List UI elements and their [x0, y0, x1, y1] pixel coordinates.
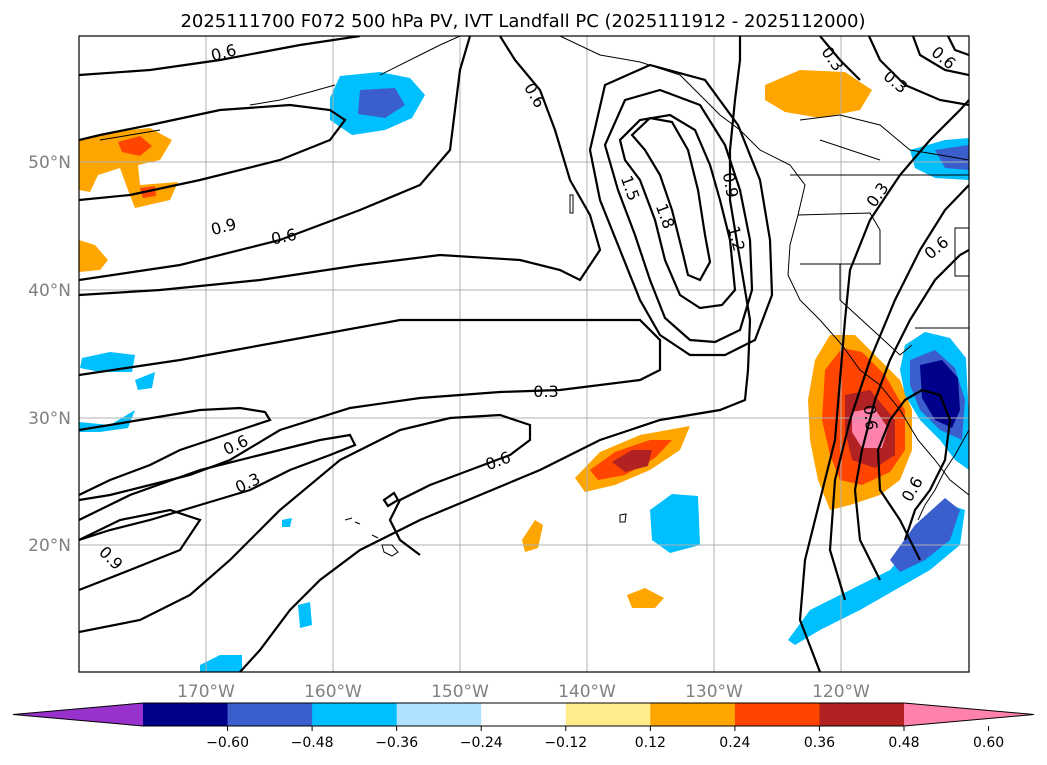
- shading-negative-strong: [890, 498, 960, 572]
- lon-label: 160°W: [304, 682, 362, 702]
- colorbar-extend-max: [904, 703, 1034, 726]
- shading-positive-max: [612, 450, 652, 472]
- lon-label: 170°W: [177, 682, 235, 702]
- colorbar-tick-label: 0.60: [973, 735, 1004, 751]
- contour-label: 0.9: [719, 171, 742, 199]
- colorbar-tick-label: −0.60: [206, 735, 249, 751]
- colorbar-outline: [12, 702, 1035, 727]
- colorbar-segment: [819, 703, 905, 726]
- colorbar-segment: [312, 703, 398, 726]
- contour-label: 0.6: [860, 404, 881, 431]
- lat-labels: 50°N 40°N 30°N 20°N: [28, 153, 71, 556]
- colorbar-tick-label: −0.48: [291, 735, 334, 751]
- colorbar-segment: [227, 703, 313, 726]
- colorbar-segment: [143, 703, 229, 726]
- colorbar-segment: [481, 703, 567, 726]
- colorbar-segment: [565, 703, 651, 726]
- map-title: 2025111700 F072 500 hPa PV, IVT Landfall…: [180, 11, 865, 32]
- colorbar-extend-min: [13, 703, 143, 726]
- colorbar-tick-label: 0.12: [635, 735, 666, 751]
- colorbar-tick-label: 0.36: [804, 735, 835, 751]
- shading-positive: [627, 588, 664, 608]
- colorbar-tick-label: 0.24: [719, 735, 750, 751]
- shading-positive: [79, 240, 108, 272]
- lon-labels: 170°W 160°W 150°W 140°W 130°W 120°W: [177, 682, 870, 702]
- map-panel: 0.6 0.6 0.9 0.6 0.6 0.6 0.3 0.3 0.6 0.9 …: [79, 36, 969, 672]
- colorbar-segment: [650, 703, 736, 726]
- lat-label: 30°N: [28, 409, 71, 429]
- shading-negative: [298, 602, 312, 628]
- colorbar-tick-label: 0.48: [888, 735, 919, 751]
- contour-label: 0.3: [533, 382, 558, 401]
- contours: [79, 36, 969, 672]
- shading-negative: [650, 494, 700, 553]
- colorbar: −0.60 −0.48 −0.36 −0.24 −0.12 0.12 0.24 0.36 0.4…: [12, 702, 1035, 751]
- lat-label: 40°N: [28, 281, 71, 301]
- lon-label: 140°W: [558, 682, 616, 702]
- contour-label: 0.6: [269, 225, 298, 249]
- shading-negative: [80, 352, 135, 372]
- map-frame: [78, 35, 970, 673]
- lat-label: 20°N: [28, 536, 71, 556]
- lat-label: 50°N: [28, 153, 71, 173]
- shading-positive: [765, 70, 872, 118]
- lon-label: 150°W: [431, 682, 489, 702]
- shading-negative: [135, 372, 155, 390]
- shading-negative-strong: [358, 88, 405, 118]
- colorbar-segment: [734, 703, 820, 726]
- shading-negative: [200, 655, 242, 672]
- lon-label: 120°W: [812, 682, 870, 702]
- colorbar-segment: [396, 703, 482, 726]
- colorbar-tick-label: −0.12: [544, 735, 587, 751]
- shading-negative: [79, 410, 135, 432]
- colorbar-tick-label: −0.24: [460, 735, 503, 751]
- shading-negative: [282, 518, 292, 527]
- shading-positive-strong: [118, 136, 152, 156]
- colorbar-tick-label: −0.36: [375, 735, 418, 751]
- shading-positive: [522, 520, 543, 552]
- lon-label: 130°W: [685, 682, 743, 702]
